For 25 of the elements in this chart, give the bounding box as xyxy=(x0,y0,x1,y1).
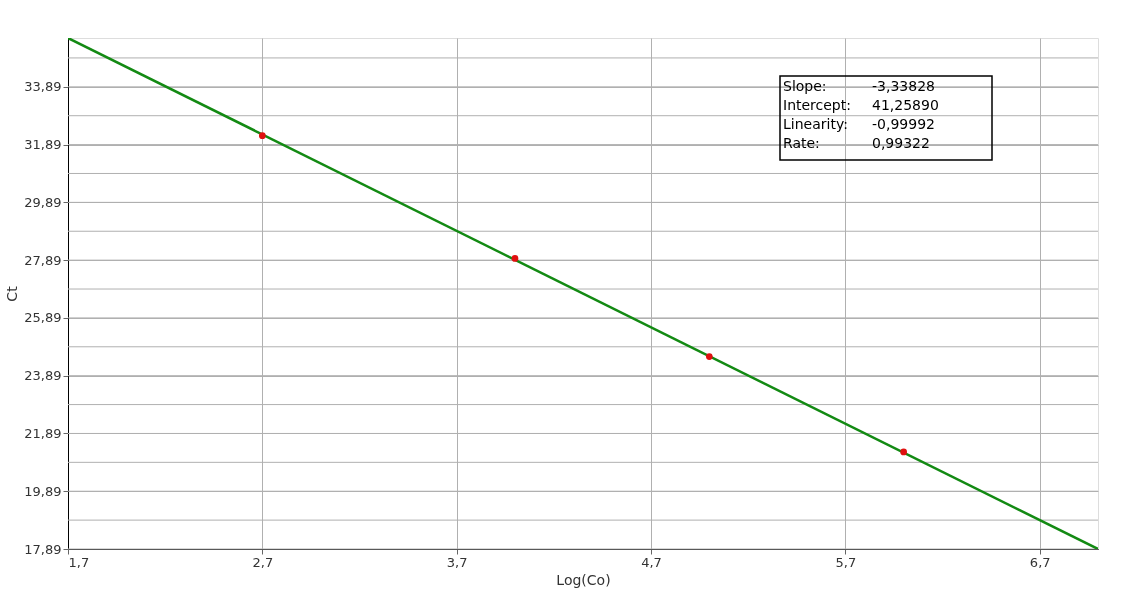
y-tick-label: 25,89 xyxy=(24,310,62,326)
text: Intercept: 41,25890 xyxy=(783,97,939,113)
y-tick-label: 31,89 xyxy=(24,137,62,153)
text: Rate: 0,99322 xyxy=(783,135,930,151)
x-tick-label: 1,7 xyxy=(68,554,90,570)
x-tick-label: 2,7 xyxy=(252,554,274,570)
point xyxy=(705,353,713,360)
x-axis-title: Log(Co) xyxy=(556,571,611,588)
point xyxy=(511,255,519,262)
x-tick-label: 6,7 xyxy=(1029,554,1051,570)
y-tick-label: 19,89 xyxy=(24,483,62,499)
x-tick-label: 3,7 xyxy=(446,554,468,570)
point xyxy=(900,448,908,456)
y-tick-label: 29,89 xyxy=(24,194,62,210)
text: Slope: -3,33828 xyxy=(783,78,935,94)
x-tick-label: 4,7 xyxy=(641,554,662,570)
point xyxy=(258,132,266,139)
y-tick-label: 17,89 xyxy=(24,541,62,557)
x-tick-label: 5,7 xyxy=(835,554,857,570)
y-tick-label: 23,89 xyxy=(24,368,62,384)
text: Linearity: -0,99992 xyxy=(783,116,935,132)
y-tick-label: 33,89 xyxy=(24,79,62,95)
y-axis-title: Ct xyxy=(4,285,21,302)
y-tick-label: 21,89 xyxy=(24,425,62,441)
y-tick-label: 27,89 xyxy=(24,252,62,268)
